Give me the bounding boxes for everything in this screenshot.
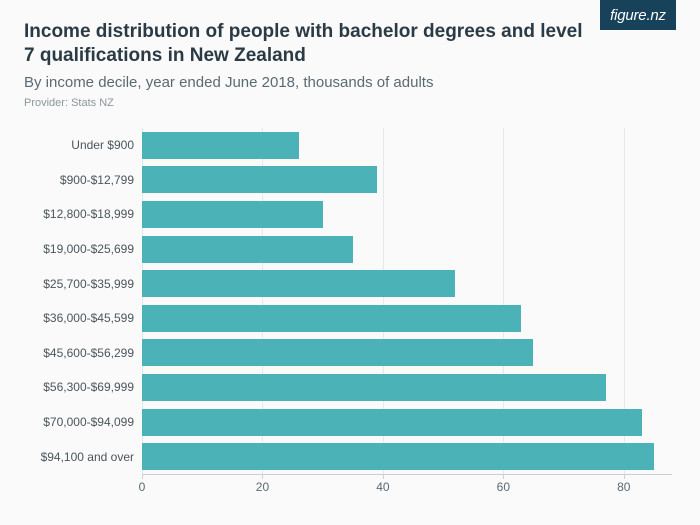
bar-row: $45,600-$56,299: [142, 339, 672, 366]
chart-area: 0 20 40 60 80 Under $900 $900-$12,799 $12,800-$…: [24, 128, 676, 497]
bar-row: $36,000-$45,599: [142, 305, 672, 332]
chart-provider: Provider: Stats NZ: [24, 97, 676, 109]
bar: [142, 270, 455, 297]
x-axis-label: 0: [139, 480, 146, 494]
bar: [142, 166, 377, 193]
y-axis-label: $56,300-$69,999: [24, 380, 134, 394]
y-axis-label: $19,000-$25,699: [24, 242, 134, 256]
bar-row: $94,100 and over: [142, 443, 672, 470]
bar: [142, 339, 533, 366]
chart-card: figure.nz Income distribution of people …: [0, 0, 700, 525]
y-axis-label: $45,600-$56,299: [24, 346, 134, 360]
bar: [142, 132, 299, 159]
chart-title: Income distribution of people with bache…: [24, 20, 584, 68]
y-axis-label: $36,000-$45,599: [24, 311, 134, 325]
bar: [142, 236, 353, 263]
bar: [142, 305, 521, 332]
bar-row: Under $900: [142, 132, 672, 159]
bar: [142, 201, 323, 228]
chart-subtitle: By income decile, year ended June 2018, …: [24, 74, 676, 91]
y-axis-label: $12,800-$18,999: [24, 207, 134, 221]
x-axis-label: 20: [256, 480, 269, 494]
figurenz-logo: figure.nz: [600, 0, 676, 30]
x-axis-label: 40: [376, 480, 389, 494]
bar-row: $56,300-$69,999: [142, 374, 672, 401]
bar: [142, 443, 654, 470]
y-axis-label: Under $900: [24, 138, 134, 152]
y-axis-label: $900-$12,799: [24, 173, 134, 187]
x-axis-label: 80: [617, 480, 630, 494]
bar-row: $25,700-$35,999: [142, 270, 672, 297]
plot-region: 020406080Under $900$900-$12,799$12,800-$…: [142, 128, 672, 475]
y-axis-label: $70,000-$94,099: [24, 415, 134, 429]
bar: [142, 409, 642, 436]
bar-row: $12,800-$18,999: [142, 201, 672, 228]
x-axis-label: 60: [497, 480, 510, 494]
x-tick: [503, 474, 504, 479]
x-tick: [383, 474, 384, 479]
bar-row: $70,000-$94,099: [142, 409, 672, 436]
y-axis-label: $25,700-$35,999: [24, 277, 134, 291]
x-tick: [262, 474, 263, 479]
y-axis-label: $94,100 and over: [24, 450, 134, 464]
bar-row: $19,000-$25,699: [142, 236, 672, 263]
x-tick: [624, 474, 625, 479]
bar: [142, 374, 606, 401]
bar-row: $900-$12,799: [142, 166, 672, 193]
x-tick: [142, 474, 143, 479]
